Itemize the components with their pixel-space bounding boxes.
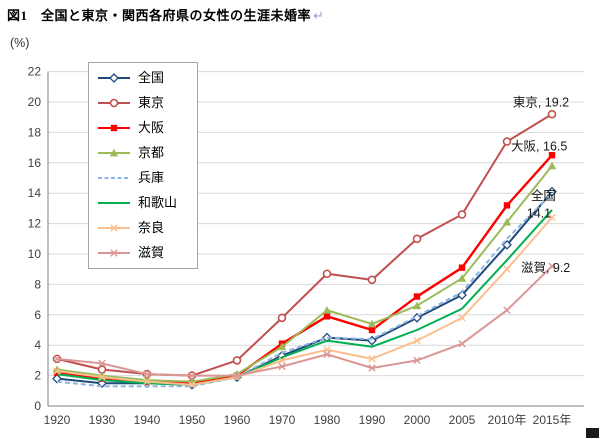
data-label-annotations: 東京, 19.2 大阪, 16.5 全国 14.1 滋賀, 9.2	[511, 96, 570, 276]
svg-text:2015年: 2015年	[533, 413, 572, 427]
legend-swatch-7	[98, 249, 130, 257]
svg-text:1950: 1950	[179, 413, 206, 427]
legend-label-5: 和歌山	[138, 195, 178, 210]
svg-text:1970: 1970	[269, 413, 296, 427]
svg-text:2005: 2005	[449, 413, 476, 427]
legend-swatch-4	[98, 177, 130, 179]
svg-text:4: 4	[34, 338, 41, 352]
series-line-5	[56, 209, 553, 386]
svg-text:1980: 1980	[314, 413, 341, 427]
axes	[47, 71, 584, 407]
svg-text:22: 22	[28, 65, 42, 79]
chart-legend: 全国東京大阪京都兵庫和歌山奈良滋賀	[88, 62, 198, 269]
legend-label-1: 東京	[138, 95, 165, 110]
legend-item-3: 京都	[97, 146, 187, 160]
series-line-7	[53, 262, 556, 380]
svg-text:1990: 1990	[359, 413, 386, 427]
legend-item-0: 全国	[97, 71, 187, 85]
svg-text:1920: 1920	[44, 413, 71, 427]
svg-text:2: 2	[34, 369, 41, 383]
legend-swatch-5	[98, 202, 130, 204]
series-line-6	[53, 213, 556, 389]
legend-swatch-2	[98, 124, 130, 132]
svg-text:14.1: 14.1	[527, 207, 551, 221]
svg-text:0: 0	[34, 399, 41, 413]
svg-text:18: 18	[28, 125, 42, 139]
legend-item-7: 滋賀	[97, 246, 187, 260]
legend-label-0: 全国	[138, 70, 165, 85]
svg-text:1940: 1940	[134, 413, 161, 427]
legend-label-4: 兵庫	[138, 170, 165, 185]
legend-item-2: 大阪	[97, 121, 187, 135]
legend-swatch-0	[98, 73, 130, 83]
series-line-4	[56, 192, 553, 388]
legend-item-4: 兵庫	[97, 171, 187, 185]
svg-text:8: 8	[34, 277, 41, 291]
svg-text:東京, 19.2: 東京, 19.2	[513, 96, 569, 110]
svg-text:1960: 1960	[224, 413, 251, 427]
legend-label-7: 滋賀	[138, 245, 165, 260]
legend-item-6: 奈良	[97, 221, 187, 235]
x-axis-labels: 1920 1930 1940 1950 1960 1970 1980 1990 2000 2005…	[44, 413, 572, 427]
return-mark-icon: ↵	[313, 8, 325, 23]
svg-text:6: 6	[34, 308, 41, 322]
svg-text:2000: 2000	[404, 413, 431, 427]
legend-swatch-1	[98, 98, 130, 108]
y-axis-labels: 0 2 4 6 8 10 12 14 16 18 20 22	[28, 65, 42, 413]
y-axis-unit-label: (%)	[10, 36, 30, 50]
figure-title: 図1 全国と東京・関西各府県の女性の生涯未婚率 ↵	[7, 5, 324, 24]
legend-swatch-3	[98, 148, 130, 157]
figure-title-text: 図1 全国と東京・関西各府県の女性の生涯未婚率	[7, 8, 312, 23]
svg-text:12: 12	[28, 217, 42, 231]
legend-label-6: 奈良	[138, 220, 165, 235]
legend-item-1: 東京	[97, 96, 187, 110]
svg-text:10: 10	[28, 247, 42, 261]
svg-text:20: 20	[28, 95, 42, 109]
legend-swatch-6	[98, 224, 130, 232]
svg-text:1930: 1930	[89, 413, 116, 427]
svg-text:16: 16	[28, 156, 42, 170]
page-corner-mark	[586, 428, 599, 438]
svg-text:滋賀, 9.2: 滋賀, 9.2	[521, 260, 570, 275]
legend-label-3: 京都	[138, 145, 165, 160]
svg-text:全国: 全国	[531, 188, 556, 203]
svg-text:大阪, 16.5: 大阪, 16.5	[511, 140, 567, 154]
svg-text:14: 14	[28, 186, 42, 200]
legend-label-2: 大阪	[138, 120, 165, 135]
svg-text:2010年: 2010年	[488, 413, 527, 427]
legend-item-5: 和歌山	[97, 196, 187, 210]
